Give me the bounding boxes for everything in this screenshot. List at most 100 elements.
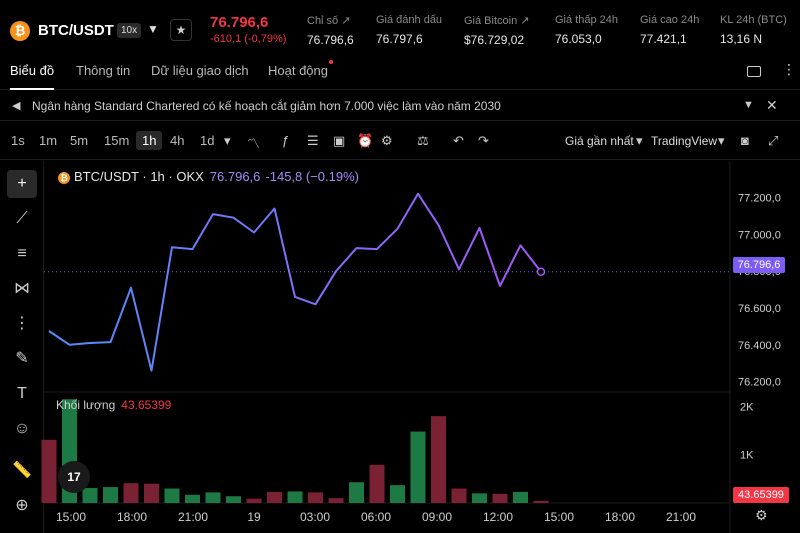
chevron-down-icon[interactable]: ▾ — [636, 133, 643, 148]
alert-icon[interactable]: ⏰ — [357, 133, 374, 148]
trend-line-icon[interactable]: ⟋ — [16, 210, 28, 227]
interval-5m[interactable]: 5m — [70, 133, 89, 148]
leverage-badge: 10x — [117, 23, 142, 38]
chevron-down-icon[interactable]: ▾ — [224, 133, 231, 148]
template-icon[interactable]: ▣ — [333, 133, 346, 148]
emoji-icon[interactable]: ☺ — [13, 420, 31, 437]
notification-dot — [329, 60, 333, 64]
list-icon[interactable]: ☰ — [307, 133, 319, 148]
legend-symbol: BTC/USDT · 1h · OKX — [74, 169, 204, 184]
legend-price: 76.796,6 — [209, 169, 261, 184]
text-icon[interactable]: T — [17, 385, 27, 402]
interval-1m[interactable]: 1m — [39, 133, 58, 148]
legend-change: -145,8 (−0.19%) — [265, 169, 359, 184]
time-tick-label: 19 — [247, 510, 261, 524]
interval-1d[interactable]: 1d — [200, 133, 215, 148]
gear-icon[interactable]: ⚙ — [381, 133, 393, 148]
tab-chart[interactable]: Biểu đồ — [10, 63, 55, 78]
volume-bar — [41, 439, 57, 503]
time-tick-label: 15:00 — [544, 510, 574, 524]
volume-bar — [328, 498, 344, 503]
layout-icon[interactable] — [747, 66, 761, 77]
chevron-down-icon[interactable]: ▾ — [718, 133, 725, 148]
volume-bar — [431, 416, 446, 503]
price-series-line — [48, 192, 542, 372]
volume-bar — [349, 482, 364, 503]
crosshair-icon[interactable]: + — [7, 170, 37, 198]
price-type-select[interactable]: Giá gần nhất — [565, 134, 634, 148]
camera-icon[interactable]: ◙ — [741, 133, 749, 148]
stat-volume-24h: KL 24h (BTC) 13,16 N — [720, 14, 787, 46]
stat-index: Chỉ số ↗ 76.796,6 — [307, 15, 354, 47]
volume-bar — [103, 487, 118, 503]
more-icon[interactable]: ⋮ — [782, 61, 796, 77]
time-tick-label: 21:00 — [666, 510, 696, 524]
star-icon[interactable]: ★ — [170, 19, 192, 41]
undo-icon[interactable]: ↶ — [453, 133, 464, 148]
volume-bar — [287, 491, 303, 503]
stat-bitcoin-price: Giá Bitcoin ↗ $76.729,02 — [464, 15, 530, 47]
close-icon[interactable]: ✕ — [766, 97, 778, 113]
chart-type-select[interactable]: TradingView — [651, 134, 718, 148]
tab-activity[interactable]: Hoạt động — [268, 60, 333, 78]
price-tick-label: 76.600,0 — [738, 303, 781, 315]
interval-15m[interactable]: 15m — [104, 133, 130, 148]
ruler-icon[interactable]: 📏 — [12, 462, 32, 479]
volume-bar — [246, 498, 262, 503]
megaphone-icon: ◀ — [12, 100, 21, 112]
tab-trading-data[interactable]: Dữ liệu giao dịch — [151, 63, 249, 78]
volume-bar — [369, 464, 385, 503]
redo-icon[interactable]: ↷ — [478, 133, 489, 148]
brush-icon[interactable]: ✎ — [15, 350, 29, 367]
current-volume-badge: 43.65399 — [733, 487, 789, 503]
price-tick-label: 77.000,0 — [738, 229, 781, 241]
chart-toolbar: 1s 1m 5m 15m 1h 4h 1d ▾ 〽 ƒ ☰ ▣ ⏰ ⚙ ⚖ ↶ … — [0, 122, 800, 160]
stat-high-24h: Giá cao 24h 77.421,1 — [640, 14, 700, 46]
volume-bar — [267, 491, 282, 503]
volume-bar — [308, 492, 323, 503]
volume-bar — [164, 488, 180, 503]
time-tick-label: 12:00 — [483, 510, 513, 524]
price-tick-label: 76.400,0 — [738, 340, 781, 352]
last-price-point — [536, 267, 546, 277]
time-tick-label: 06:00 — [361, 510, 391, 524]
volume-legend: Khối lượng 43.65399 — [56, 398, 172, 412]
horizontal-lines-icon[interactable]: ≡ — [17, 245, 27, 262]
indicators-icon[interactable]: ƒ — [282, 133, 290, 148]
price-tick-label: 77.200,0 — [738, 192, 781, 204]
stat-mark-price: Giá đánh dấu 76.797,6 — [376, 14, 443, 46]
active-tab-indicator — [10, 88, 54, 90]
pair-name[interactable]: BTC/USDT — [38, 22, 114, 39]
time-tick-label: 15:00 — [56, 510, 86, 524]
volume-bar — [451, 488, 467, 503]
gear-icon[interactable]: ⚙ — [755, 507, 768, 523]
volume-bar — [492, 493, 508, 503]
time-tick-label: 09:00 — [422, 510, 452, 524]
chevron-down-icon[interactable]: ▼ — [147, 22, 159, 36]
volume-bar — [185, 494, 200, 503]
drawing-tools: + ⟋ ≡ ⋈ ⋮ ✎ T ☺ 📏 ⊕ — [0, 161, 44, 533]
news-text[interactable]: Ngân hàng Standard Chartered có kế hoạch… — [32, 99, 501, 113]
fullscreen-icon[interactable]: ⤢ — [768, 133, 779, 148]
line-chart-icon[interactable]: 〽 — [247, 136, 261, 151]
compare-icon[interactable]: ⚖ — [417, 133, 429, 148]
interval-1s[interactable]: 1s — [11, 133, 25, 148]
pattern-icon[interactable]: ⋈ — [14, 280, 30, 297]
zoom-in-icon[interactable]: ⊕ — [15, 497, 29, 514]
time-tick-label: 03:00 — [300, 510, 330, 524]
volume-bar — [410, 431, 426, 503]
volume-tick-label: 1K — [740, 450, 754, 462]
interval-4h[interactable]: 4h — [170, 133, 185, 148]
tab-info[interactable]: Thông tin — [76, 63, 131, 78]
volume-bar — [533, 500, 549, 503]
interval-1h[interactable]: 1h — [136, 131, 163, 150]
chevron-down-icon[interactable]: ▼ — [743, 99, 754, 111]
time-tick-label: 18:00 — [117, 510, 147, 524]
price-tick-label: 76.200,0 — [738, 377, 781, 389]
volume-tick-label: 2K — [740, 401, 754, 413]
tradingview-logo[interactable]: 17 — [58, 461, 90, 493]
fib-icon[interactable]: ⋮ — [14, 315, 30, 332]
stat-low-24h: Giá thấp 24h 76.053,0 — [555, 14, 618, 46]
volume-bar — [123, 483, 139, 503]
